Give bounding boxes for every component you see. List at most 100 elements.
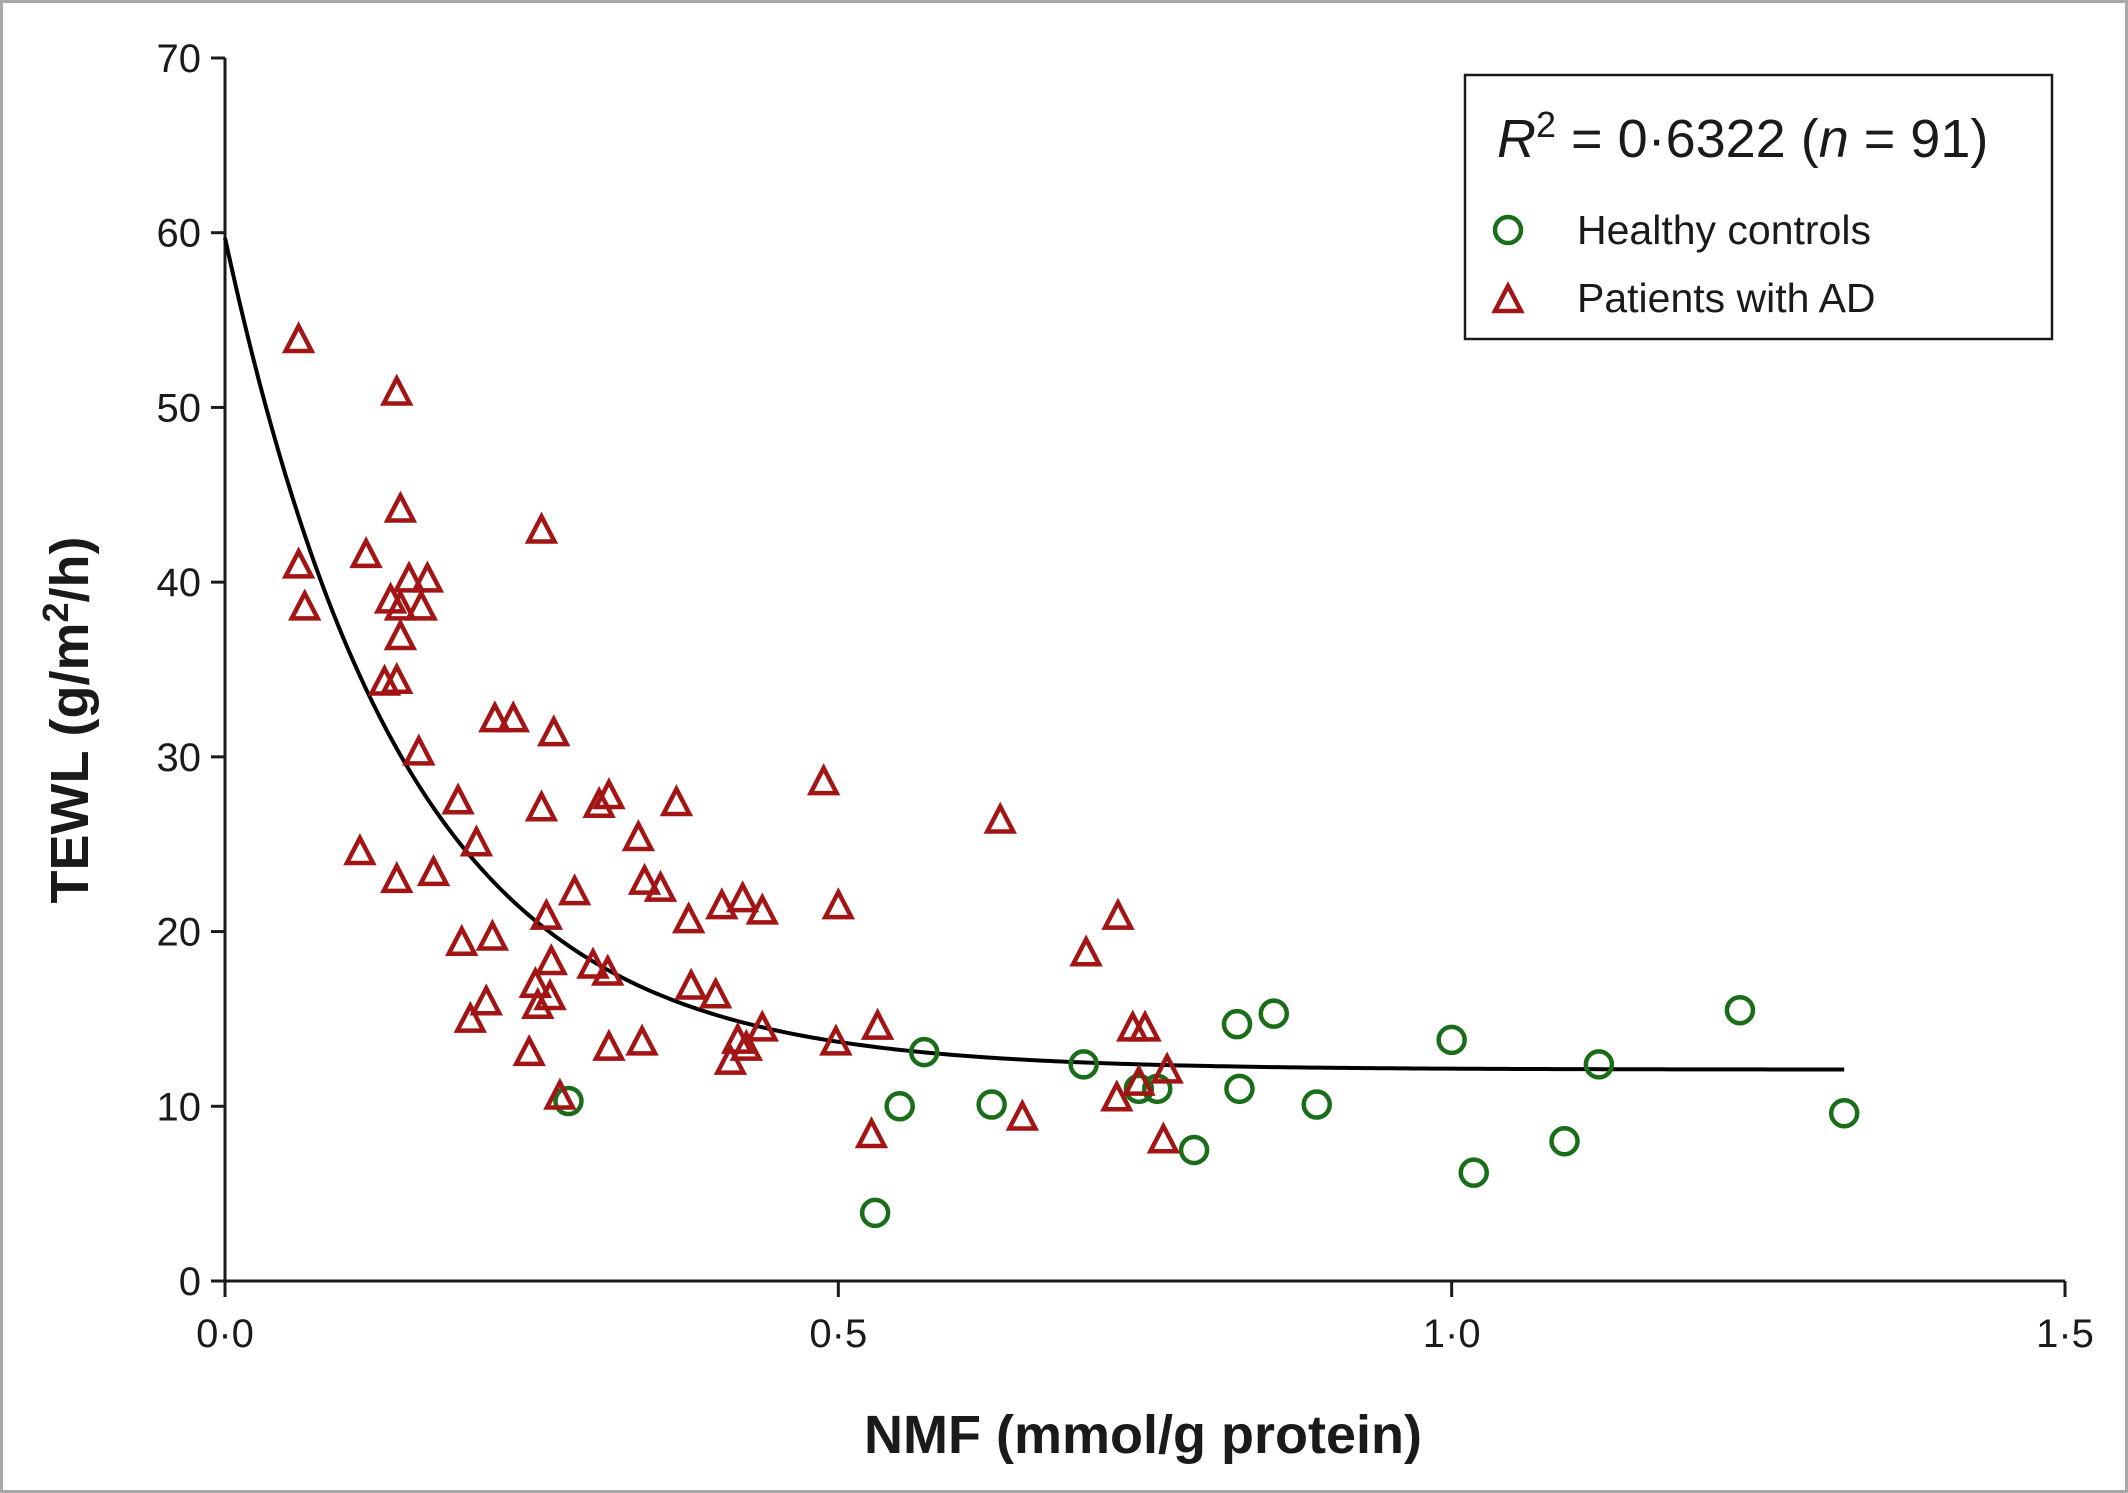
healthy-control-point — [1583, 1049, 1615, 1080]
patient-ad-point — [475, 918, 510, 951]
patient-ad-point — [627, 862, 662, 895]
healthy-control-point — [1828, 1098, 1860, 1129]
patient-ad-point — [402, 733, 436, 766]
patient-ad-point — [416, 854, 451, 887]
patient-ad-point — [533, 978, 567, 1011]
patient-ad-point — [1128, 1009, 1162, 1042]
series-patients-with-ad — [281, 321, 1184, 1154]
healthy-control-point — [1068, 1049, 1099, 1080]
patient-ad-point — [819, 1023, 853, 1056]
patient-ad-point — [621, 819, 656, 852]
patient-ad-point — [1146, 1121, 1181, 1154]
patient-ad-point — [281, 546, 316, 579]
patient-ad-point — [478, 700, 512, 733]
legend-circle-icon — [1492, 214, 1524, 246]
series-healthy-controls — [553, 994, 1860, 1229]
patient-ad-point — [1005, 1098, 1040, 1131]
patient-ad-point — [537, 714, 571, 747]
healthy-control-point — [859, 1197, 891, 1229]
y-tick-label: 30 — [157, 736, 202, 780]
patient-ad-point — [383, 618, 418, 651]
x-tick-label: 0·0 — [196, 1312, 254, 1356]
patient-ad-point — [529, 897, 564, 930]
patient-ad-point — [380, 661, 414, 694]
patient-ad-point — [745, 892, 779, 925]
patient-ad-point — [591, 953, 625, 986]
patient-ad-point — [392, 560, 426, 593]
y-tick-label: 70 — [157, 37, 202, 81]
healthy-control-point — [1549, 1125, 1580, 1157]
patient-ad-point — [725, 880, 760, 913]
patient-ad-point — [1069, 934, 1103, 967]
patient-ad-point — [729, 1028, 764, 1061]
patient-ad-point — [496, 700, 530, 733]
patient-ad-point — [404, 588, 438, 621]
patient-ad-point — [983, 801, 1017, 834]
patient-ad-point — [1101, 897, 1135, 930]
axes — [211, 56, 2067, 1297]
legend-item: Healthy controls — [1492, 207, 1871, 253]
y-tick-label: 40 — [157, 561, 202, 605]
healthy-control-point — [1178, 1134, 1210, 1166]
patient-ad-point — [543, 1077, 577, 1110]
patient-ad-point — [380, 373, 414, 406]
y-tick-label: 50 — [157, 386, 202, 430]
patient-ad-point — [445, 923, 479, 957]
patient-ad-point — [524, 511, 559, 544]
patient-ad-point — [1100, 1079, 1134, 1112]
healthy-control-point — [1436, 1024, 1467, 1056]
healthy-control-point — [553, 1085, 584, 1117]
healthy-control-point — [1458, 1157, 1489, 1188]
patient-ad-point — [576, 946, 610, 979]
patient-ad-point — [643, 869, 678, 902]
legend-triangle-icon — [1491, 281, 1525, 314]
patient-ad-point — [469, 983, 503, 1016]
legend-box — [1463, 73, 2054, 341]
legend-item: Patients with AD — [1491, 275, 1876, 321]
legend-label: Healthy controls — [1577, 207, 1871, 253]
healthy-control-point — [884, 1091, 915, 1122]
patient-ad-point — [860, 1007, 895, 1040]
patient-ad-point — [854, 1116, 889, 1149]
healthy-control-point — [1258, 998, 1290, 1029]
patient-ad-point — [349, 536, 383, 569]
patient-ad-point — [1122, 1063, 1156, 1096]
patient-ad-point — [281, 321, 316, 354]
patient-ad-point — [698, 976, 733, 1009]
x-tick-label: 1·0 — [1423, 1312, 1481, 1356]
patient-ad-point — [592, 1028, 626, 1061]
patient-ad-point — [410, 560, 445, 593]
patient-ad-point — [521, 986, 555, 1019]
patient-ad-point — [671, 901, 706, 934]
x-axis-label: NMF (mmol/g protein) — [864, 1405, 1422, 1465]
patient-ad-point — [625, 1023, 659, 1056]
y-tick-label: 20 — [157, 911, 202, 955]
patient-ad-point — [459, 824, 494, 857]
tick-labels: 0 10 20 30 40 50 60 70 0·0 0·5 1·0 1·5 — [157, 37, 2094, 1356]
x-tick-label: 1·5 — [2036, 1312, 2094, 1356]
patient-ad-point — [821, 887, 856, 920]
y-tick-label: 10 — [157, 1085, 202, 1129]
patient-ad-point — [380, 861, 414, 894]
patient-ad-point — [674, 967, 708, 1000]
y-tick-label: 60 — [157, 212, 202, 256]
patient-ad-point — [453, 1000, 488, 1033]
healthy-control-point — [976, 1089, 1007, 1120]
healthy-control-point — [1724, 994, 1756, 1026]
data-points — [281, 321, 1860, 1229]
healthy-control-point — [1224, 1073, 1255, 1105]
patient-ad-point — [705, 887, 739, 920]
patient-ad-point — [582, 785, 616, 819]
healthy-control-point — [1221, 1008, 1253, 1040]
fit-curve — [223, 237, 1845, 1072]
x-tick-label: 0·5 — [809, 1312, 867, 1356]
patient-ad-point — [343, 833, 377, 866]
legend: R2 = 0·6322 (n = 91) Healthy controls Pat… — [1463, 73, 2054, 341]
patient-ad-point — [745, 1009, 779, 1042]
healthy-control-point — [1301, 1089, 1332, 1120]
r-squared-annotation: R2 = 0·6322 (n = 91) — [1497, 104, 1988, 170]
patient-ad-point — [659, 784, 694, 817]
patient-ad-point — [557, 873, 592, 906]
